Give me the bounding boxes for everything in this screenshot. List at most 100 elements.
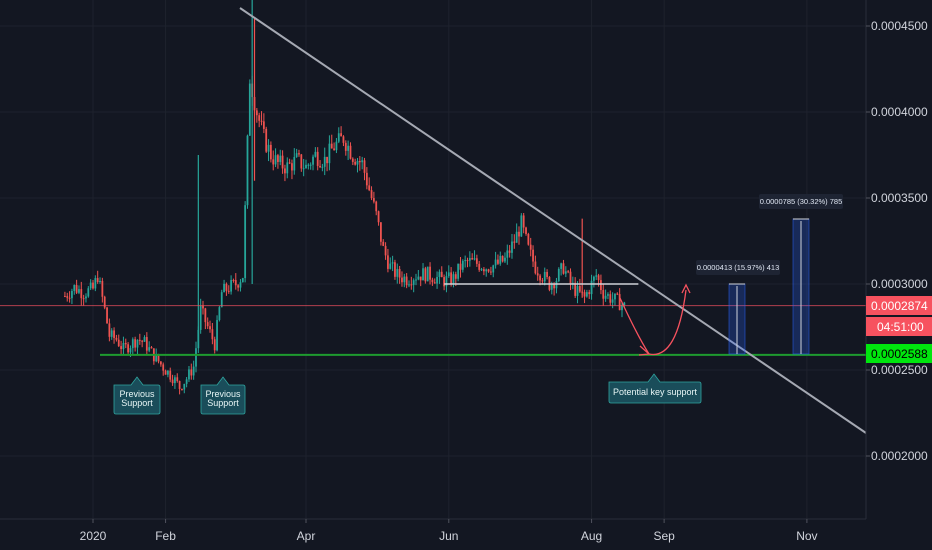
candle-body: [155, 354, 158, 362]
y-tick-label-2: 0.0003500: [871, 191, 928, 205]
candle-body: [80, 289, 83, 299]
candle-body: [82, 298, 85, 300]
candle-body: [167, 370, 169, 375]
candle-body: [480, 269, 483, 271]
candle-body: [279, 155, 282, 162]
candle-body: [281, 155, 284, 169]
candle-body: [312, 156, 314, 165]
candle-body: [621, 305, 623, 311]
candle-body: [473, 258, 476, 260]
callout-previous-support-1[interactable]: Previous Support: [113, 376, 161, 415]
candle-body: [349, 145, 352, 159]
candle-body: [145, 337, 148, 351]
candle-body: [459, 263, 462, 270]
candle-body: [262, 121, 265, 129]
candle-body: [295, 153, 298, 158]
candle-body: [134, 339, 137, 348]
candle-body: [284, 168, 286, 174]
candle-body: [457, 263, 460, 279]
candle-body: [300, 154, 303, 169]
candle-body: [468, 258, 471, 261]
candle-body: [494, 259, 497, 266]
candle-body: [164, 370, 167, 375]
callout-potential-key-support[interactable]: Potential key support: [608, 373, 702, 404]
candle-body: [307, 164, 310, 166]
candle-body: [333, 148, 335, 151]
candle-body: [361, 160, 364, 163]
support-price-badge: 0.0002588: [866, 344, 932, 363]
candle-body: [255, 110, 258, 116]
candle-body: [623, 302, 626, 306]
candle-body: [614, 293, 616, 300]
candle-body: [108, 323, 111, 337]
descending-trendline[interactable]: [239, 7, 867, 434]
candle-body: [398, 269, 401, 278]
candle-body: [382, 241, 385, 246]
candle-body: [501, 255, 504, 262]
candle-body: [433, 282, 436, 284]
candle-body: [237, 285, 240, 288]
candle-body: [513, 241, 516, 243]
candle-body: [330, 143, 333, 149]
candle-body: [607, 294, 609, 296]
callout-previous-support-2[interactable]: Previous Support: [200, 376, 246, 415]
candle-body: [595, 275, 598, 277]
x-axis[interactable]: 2020 Feb Apr Jun Aug Sep Nov: [80, 519, 818, 543]
candle-body: [541, 280, 544, 282]
candle-body: [475, 258, 478, 264]
candle-body: [600, 280, 602, 291]
candle-body: [354, 161, 357, 165]
candle-body: [429, 266, 431, 280]
candle-body: [557, 268, 560, 282]
candle-body: [101, 280, 104, 297]
candle-body: [583, 292, 586, 297]
candle-body: [506, 250, 509, 258]
y-axis[interactable]: 0.0004500 0.0004000 0.0003500 0.0003000 0.00…: [866, 19, 928, 463]
candle-body: [499, 255, 502, 264]
candle-body: [440, 271, 443, 278]
candle-body: [239, 282, 242, 288]
candle-body: [129, 348, 132, 353]
candle-body: [181, 388, 183, 390]
candle-body: [365, 172, 368, 186]
candle-body: [569, 271, 572, 284]
candle-body: [368, 185, 371, 191]
candle-body: [340, 133, 343, 137]
candle-body: [337, 133, 340, 142]
candle-body: [443, 277, 445, 287]
candle-body: [230, 280, 232, 292]
candle-body: [169, 370, 172, 380]
candle-body: [120, 346, 122, 350]
candle-body: [522, 215, 525, 228]
candle-body: [478, 263, 481, 270]
candle-body: [550, 283, 553, 290]
candle-body: [415, 279, 417, 281]
candle-body: [419, 276, 422, 281]
candle-body: [162, 364, 165, 371]
grid: [0, 0, 866, 519]
candle-body: [244, 205, 247, 279]
candle-body: [539, 275, 541, 281]
candle-body: [87, 288, 90, 297]
candle-body: [211, 329, 214, 340]
callout-label-2a: Previous: [205, 389, 241, 399]
candle-body: [490, 271, 492, 273]
candle-body: [497, 259, 499, 264]
candle-body: [616, 293, 619, 295]
candle-body: [183, 383, 186, 390]
candle-body: [143, 337, 146, 342]
candle-body: [567, 271, 570, 273]
y-tick-label-3: 0.0003000: [871, 277, 928, 291]
candle-body: [71, 290, 73, 299]
candle-body: [248, 83, 251, 136]
candle-body: [319, 165, 321, 168]
candle-body: [422, 268, 424, 281]
candle-body: [377, 211, 380, 223]
candle-body: [141, 340, 144, 342]
candle-body: [302, 168, 305, 170]
candle-body: [578, 286, 581, 292]
candle-body: [396, 269, 399, 277]
candle-body: [403, 276, 406, 283]
measure-label-bg-2: [759, 194, 843, 209]
